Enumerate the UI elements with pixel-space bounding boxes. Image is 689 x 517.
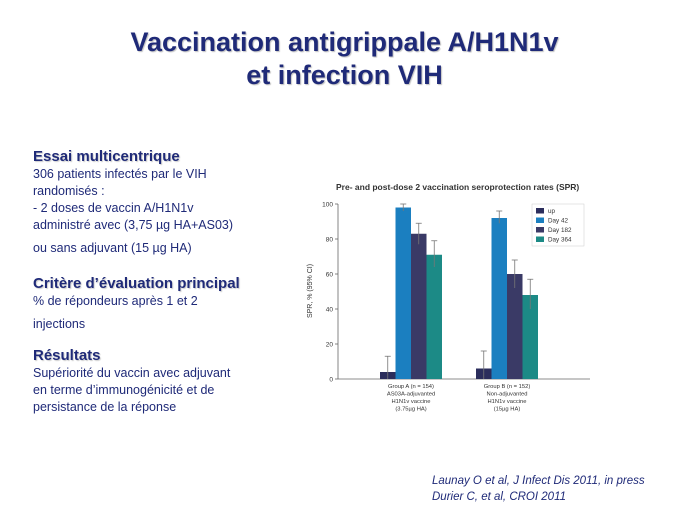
legend-label: Day 364 [548, 237, 572, 244]
legend-swatch [536, 208, 544, 214]
trial-line: ou sans adjuvant (15 µg HA) [33, 241, 192, 255]
chart-y-axis-label: SPR, % (95% CI) [307, 264, 314, 318]
reference-line: Durier C, et al, CROI 2011 [432, 491, 567, 503]
x-category-label: H1N1v vaccine [392, 399, 431, 405]
bar-day-42 [491, 218, 507, 379]
x-category-label: Group B (n = 152) [484, 384, 531, 390]
x-category-label: (3.75µg HA) [395, 407, 426, 413]
results-line: en terme d’immunogénicité et de [33, 383, 215, 397]
x-category-label: AS03A-adjuvanted [387, 392, 435, 398]
y-tick-label: 20 [326, 342, 334, 349]
y-tick-label: 0 [329, 377, 333, 384]
x-category-label: (15µg HA) [494, 407, 521, 413]
x-category-label: H1N1v vaccine [488, 399, 527, 405]
y-tick-label: 80 [326, 237, 334, 244]
section-heading-trial: Essai multicentrique [33, 148, 180, 165]
trial-line: randomisés : [33, 184, 105, 198]
reference-line: Launay O et al, J Infect Dis 2011, in pr… [432, 475, 645, 487]
bar-day-182 [507, 274, 523, 379]
legend-label: Day 42 [548, 218, 568, 225]
legend-label: Day 182 [548, 227, 572, 234]
legend-swatch [536, 227, 544, 233]
seroprotection-bar-chart: Pre- and post-dose 2 vaccination seropro… [307, 182, 590, 413]
y-tick-label: 100 [322, 202, 333, 209]
bar-day-182 [411, 233, 427, 379]
left-text-panel: Essai multicentrique 306 patients infect… [33, 148, 283, 416]
legend-label: up [548, 208, 556, 215]
endpoint-line: injections [33, 317, 86, 331]
slide-title-line1: Vaccination antigrippale A/H1N1v [130, 27, 559, 57]
x-category-label: Non-adjuvanted [487, 392, 528, 398]
legend-swatch [536, 217, 544, 223]
y-tick-label: 40 [326, 307, 334, 314]
bar-day-364 [426, 254, 442, 379]
bar-day-42 [395, 207, 411, 379]
trial-line: - 2 doses de vaccin A/H1N1v [33, 201, 194, 215]
chart-title: Pre- and post-dose 2 vaccination seropro… [336, 182, 579, 192]
results-line: persistance de la réponse [33, 400, 177, 414]
results-line: Supériorité du vaccin avec adjuvant [33, 366, 231, 380]
slide-title-line2: et infection VIH [246, 60, 443, 90]
bar-day-364 [522, 295, 538, 379]
slide-title: Vaccination antigrippale A/H1N1v et infe… [0, 26, 689, 92]
section-heading-endpoint: Critère d’évaluation principal [33, 275, 240, 292]
y-tick-label: 60 [326, 272, 334, 279]
references: Launay O et al, J Infect Dis 2011, in pr… [432, 473, 645, 505]
trial-line: administré avec (3,75 µg HA+AS03) [33, 218, 234, 232]
legend-swatch [536, 236, 544, 242]
x-category-label: Group A (n = 154) [388, 384, 434, 390]
section-heading-results: Résultats [33, 347, 101, 364]
endpoint-line: % de répondeurs après 1 et 2 [33, 294, 198, 308]
trial-line: 306 patients infectés par le VIH [33, 167, 207, 181]
